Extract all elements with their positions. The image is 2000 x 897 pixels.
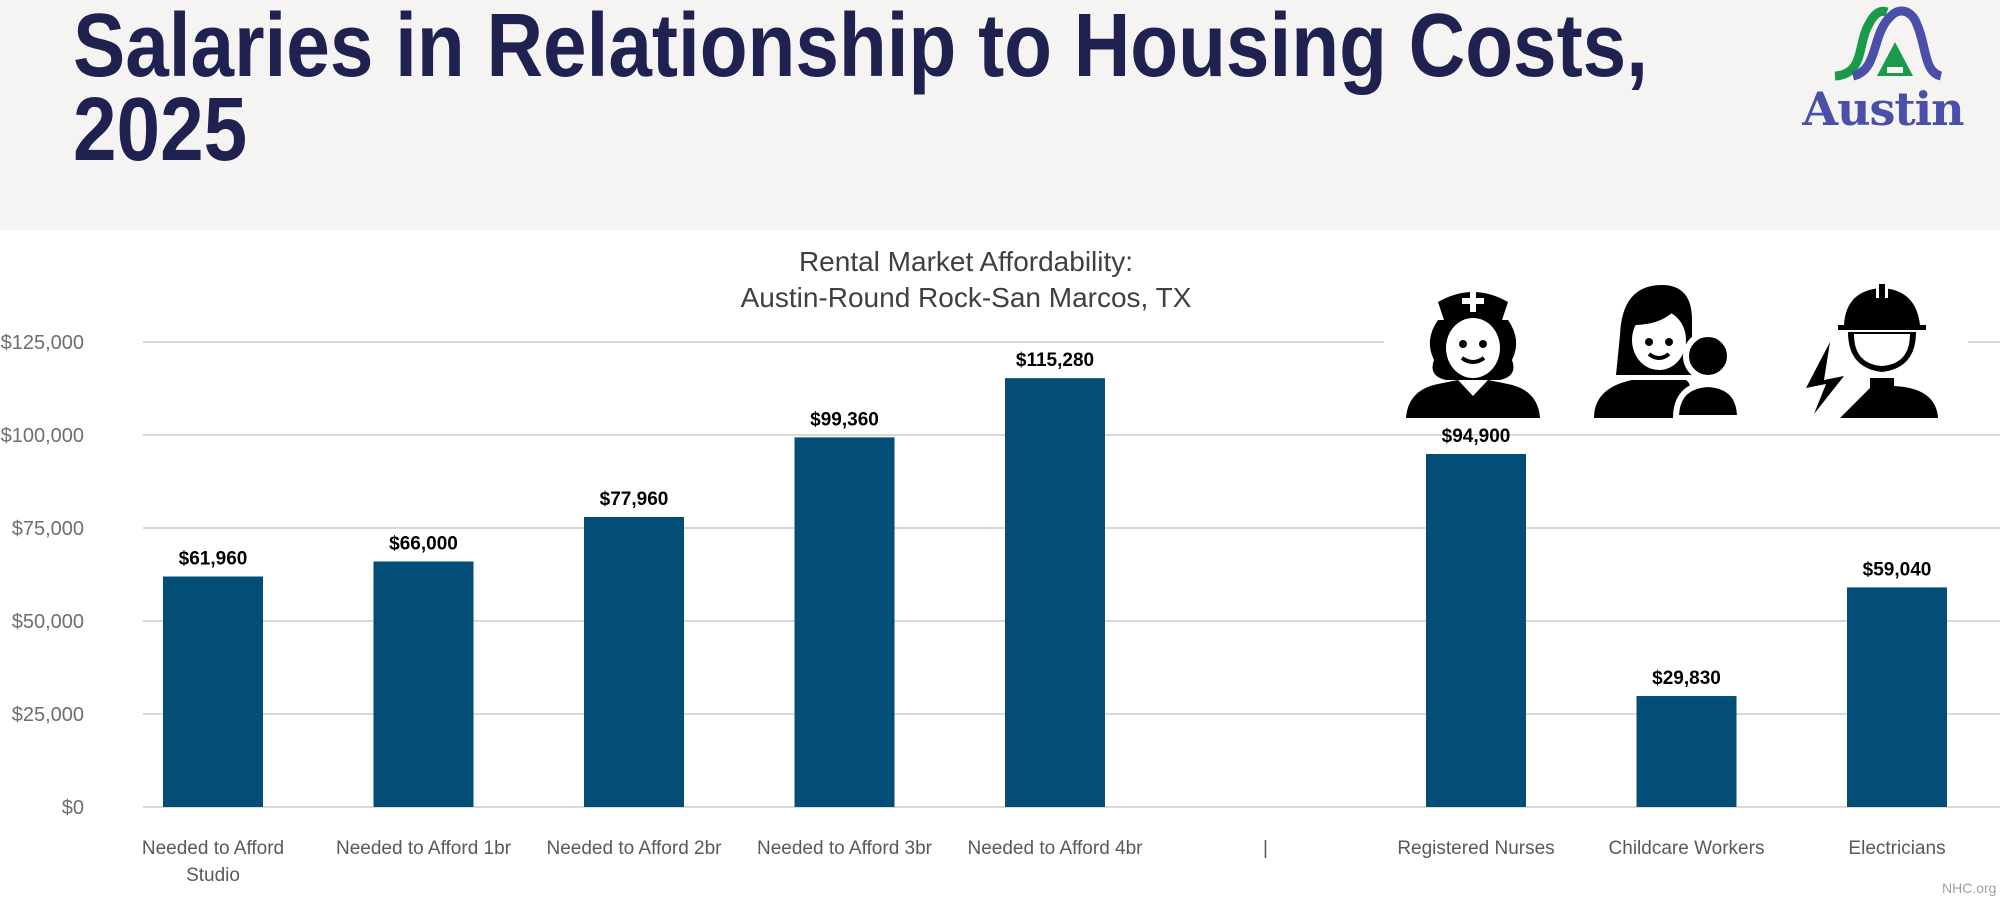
page-title: Salaries in Relationship to Housing Cost… bbox=[73, 0, 1648, 180]
y-tick-label: $25,000 bbox=[12, 704, 84, 726]
bar bbox=[794, 437, 895, 807]
x-category-label: Needed to Afford 2br bbox=[547, 838, 723, 859]
bar bbox=[1426, 453, 1526, 807]
nurse-icon bbox=[1406, 290, 1540, 418]
x-category-label: Childcare Workers bbox=[1609, 838, 1765, 859]
childcare-worker-icon bbox=[1594, 285, 1742, 420]
y-tick-label: $125,000 bbox=[1, 332, 84, 354]
bar bbox=[1636, 696, 1737, 807]
header-band: Salaries in Relationship to Housing Cost… bbox=[0, 0, 2000, 230]
x-category-label: Needed to Afford Studio bbox=[142, 838, 284, 886]
y-tick-label: $75,000 bbox=[12, 518, 84, 540]
electrician-icon bbox=[1806, 282, 1938, 418]
logo-text: Austin bbox=[1802, 82, 1964, 136]
x-category-label: Electricians bbox=[1848, 838, 1945, 859]
y-tick-label: $0 bbox=[62, 797, 84, 819]
x-category-label: Needed to Afford 4br bbox=[968, 838, 1144, 859]
bar bbox=[373, 561, 474, 807]
bar bbox=[584, 516, 684, 807]
x-category-label: Needed to Afford 3br bbox=[757, 838, 933, 859]
source-credit: NHC.org bbox=[1942, 880, 1997, 896]
bar bbox=[163, 576, 263, 807]
data-label: $115,280 bbox=[1016, 350, 1094, 371]
data-label: $59,040 bbox=[1863, 559, 1932, 580]
data-label: $29,830 bbox=[1652, 668, 1721, 689]
data-label: $99,360 bbox=[810, 409, 879, 430]
x-category-label: Needed to Afford 1br bbox=[336, 838, 512, 859]
y-tick-label: $100,000 bbox=[1, 425, 84, 447]
data-label: $94,900 bbox=[1442, 426, 1511, 447]
x-category-label: Registered Nurses bbox=[1397, 838, 1554, 859]
austin-logo-mark-icon bbox=[1834, 6, 1943, 81]
austin-logo: Austin bbox=[1795, 4, 1971, 136]
y-tick-label: $50,000 bbox=[12, 611, 84, 633]
bar bbox=[1005, 378, 1105, 807]
x-category-label: | bbox=[1263, 838, 1268, 859]
data-label: $77,960 bbox=[600, 489, 669, 510]
chart-title: Rental Market Affordability: Austin-Roun… bbox=[740, 246, 1192, 313]
data-label: $61,960 bbox=[179, 549, 248, 570]
bar bbox=[1847, 587, 1947, 807]
data-label: $66,000 bbox=[389, 533, 458, 554]
